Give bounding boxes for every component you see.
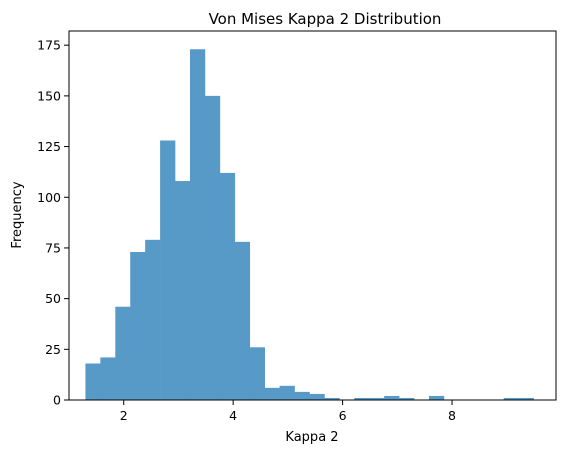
y-tick-label: 100 [37, 190, 61, 205]
x-tick-label: 2 [120, 408, 128, 423]
histogram-bar [309, 393, 325, 400]
y-tick-label: 175 [37, 38, 61, 53]
histogram-bar [503, 397, 519, 400]
histogram-bar [354, 397, 370, 400]
y-tick-label: 0 [53, 393, 61, 408]
histogram-bar [294, 391, 310, 400]
chart-title: Von Mises Kappa 2 Distribution [209, 10, 442, 28]
x-axis-label: Kappa 2 [285, 430, 338, 445]
histogram-bar [429, 395, 445, 400]
histogram-bar [264, 387, 280, 400]
histogram-bar [234, 241, 251, 400]
histogram-bar [219, 172, 236, 400]
histogram-bar [279, 385, 295, 400]
y-tick-label: 50 [45, 291, 61, 306]
x-tick-label: 8 [448, 408, 456, 423]
histogram-bar [130, 251, 146, 400]
y-tick-label: 75 [45, 240, 61, 255]
histogram-bar [115, 306, 131, 400]
y-tick-label: 25 [45, 342, 61, 357]
histogram-bar [145, 239, 161, 400]
histogram-bar [175, 181, 191, 400]
histogram-bar [384, 395, 400, 400]
y-tick-label: 125 [37, 139, 61, 154]
histogram-bar [160, 140, 176, 401]
histogram-bar [518, 397, 534, 400]
histogram-bar [369, 397, 385, 400]
y-tick-label: 150 [37, 88, 61, 103]
histogram-bar [249, 347, 265, 400]
plot-frame [68, 30, 557, 401]
y-axis-label: Frequency [10, 181, 25, 248]
y-axis-ticks: 0 25 50 75 100 125 150 175 [37, 38, 69, 408]
histogram-bar [399, 397, 415, 400]
x-tick-label: 6 [339, 408, 347, 423]
bars-group [85, 49, 534, 401]
histogram-bar [189, 49, 206, 400]
x-tick-label: 4 [229, 408, 237, 423]
histogram-bar [204, 95, 221, 400]
histogram-bar [85, 363, 101, 400]
histogram-bar [324, 397, 340, 400]
x-axis-ticks: 2 4 6 8 [120, 400, 456, 423]
histogram-bar [100, 357, 116, 400]
